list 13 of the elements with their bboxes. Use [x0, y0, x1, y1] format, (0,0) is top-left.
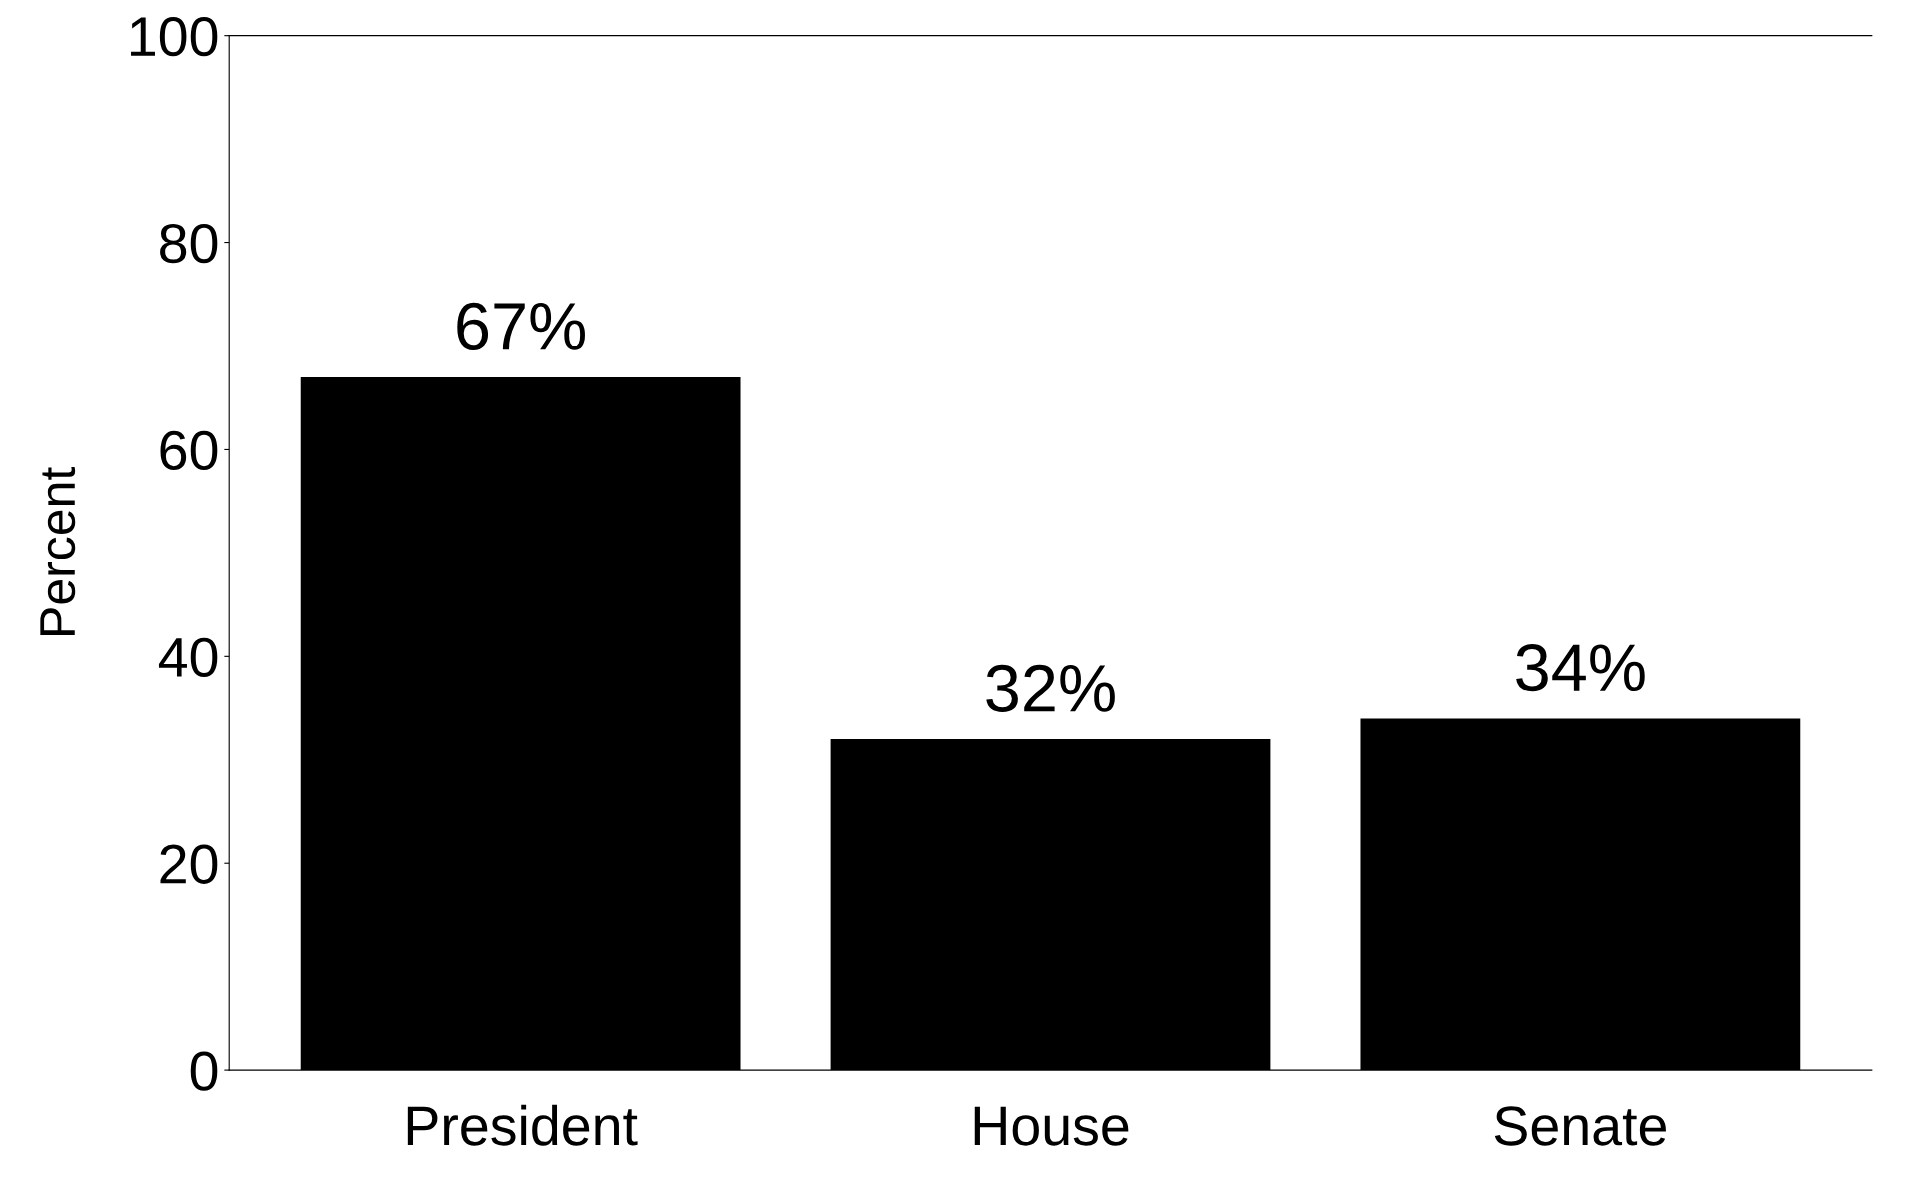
y-tick-label: 0 [190, 1051, 218, 1091]
y-tick-label: 60 [160, 430, 218, 471]
x-tick-label: Senate [1494, 1106, 1666, 1146]
data-label: 67% [457, 302, 585, 350]
y-axis-title: Percent [40, 467, 76, 635]
y-tick-label: 80 [160, 223, 218, 264]
data-label: 34% [1516, 644, 1645, 692]
x-tick-label: President [407, 1104, 638, 1146]
y-tick-label: 100 [131, 17, 218, 57]
data-label: 32% [986, 664, 1115, 713]
x-tick-label: House [974, 1106, 1129, 1146]
y-tick-label: 20 [160, 844, 218, 884]
y-tick-label: 40 [158, 637, 218, 678]
